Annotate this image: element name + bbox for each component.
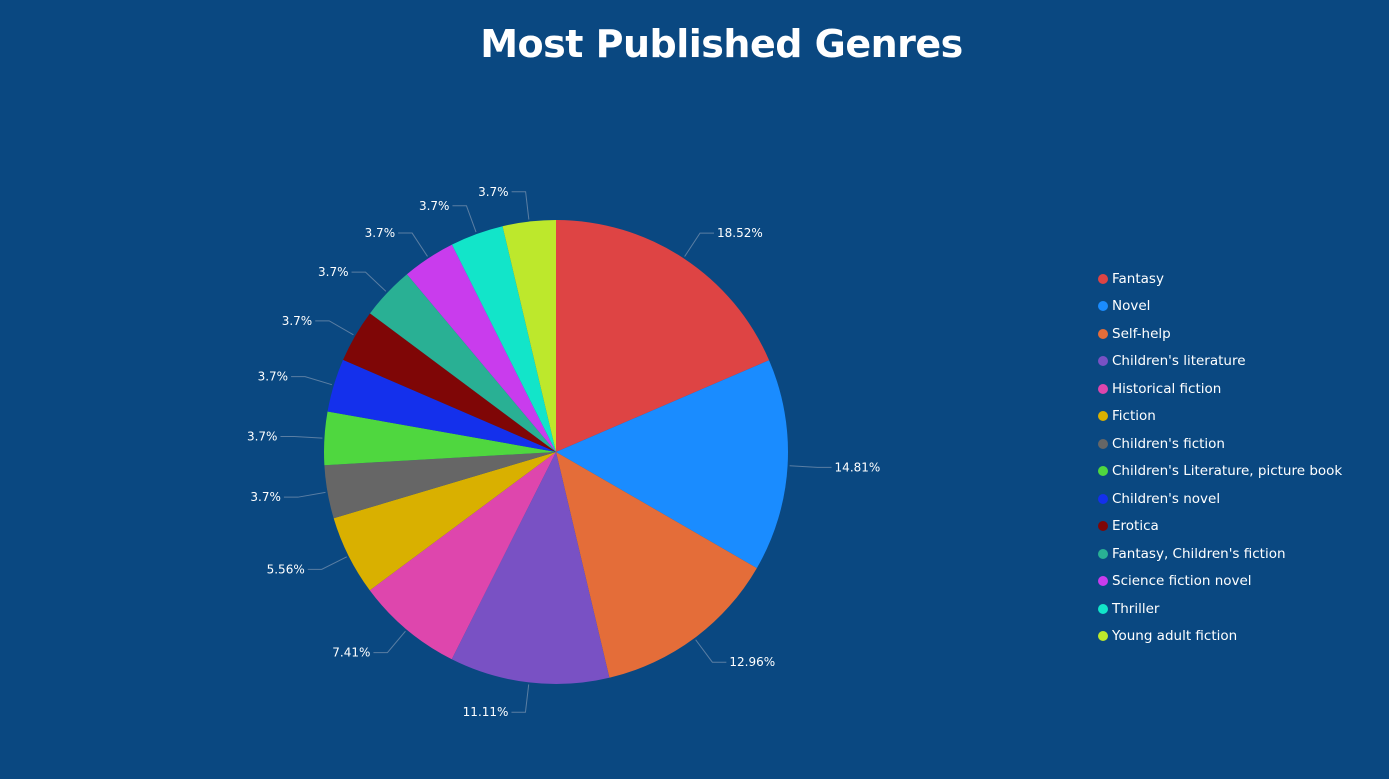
legend-label: Novel [1112,298,1151,315]
chart-legend: Fantasy Novel Self-help Children's literatu… [1098,265,1342,650]
pie-slice-5[interactable] [369,452,556,660]
chart-title: Most Published Genres [480,22,963,66]
legend-item-9[interactable]: Children's novel [1098,485,1342,513]
legend-item-1[interactable]: Fantasy [1098,265,1342,293]
pie-slice-1[interactable] [556,220,770,452]
legend-swatch-icon [1098,631,1108,642]
legend-swatch-icon [1098,356,1108,367]
data-label-13: 3.7% [419,199,450,213]
pie-slice-4[interactable] [451,452,610,684]
legend-label: Fantasy, Children's fiction [1112,545,1286,562]
data-label-3: 12.96% [729,655,775,669]
legend-swatch-icon [1098,576,1108,587]
legend-swatch-icon [1098,438,1108,449]
data-label-12: 3.7% [365,226,396,240]
legend-label: Children's fiction [1112,435,1225,452]
legend-swatch-icon [1098,328,1108,339]
leader-line-9 [291,376,333,386]
legend-label: Children's Literature, picture book [1112,463,1343,480]
legend-item-4[interactable]: Children's literature [1098,348,1342,376]
data-label-6: 5.56% [267,562,305,576]
pie-slice-13[interactable] [451,226,556,452]
pie-slice-6[interactable] [333,452,556,591]
leader-line-10 [315,320,354,336]
legend-item-8[interactable]: Children's Literature, picture book [1098,458,1342,486]
legend-label: Science fiction novel [1112,573,1252,590]
legend-label: Children's novel [1112,490,1221,507]
leader-line-3 [695,639,727,663]
pie-slice-12[interactable] [406,244,556,452]
leader-line-14 [511,191,530,220]
leader-line-12 [398,232,428,257]
pie-slice-3[interactable] [556,452,757,678]
legend-swatch-icon [1098,301,1108,312]
legend-item-2[interactable]: Novel [1098,293,1342,321]
leader-line-13 [452,205,477,233]
pie-slice-11[interactable] [369,274,556,452]
legend-item-13[interactable]: Thriller [1098,595,1342,623]
data-label-14: 3.7% [478,185,509,199]
data-label-9: 3.7% [258,370,289,384]
legend-swatch-icon [1098,521,1108,532]
data-label-5: 7.41% [332,646,370,660]
legend-item-11[interactable]: Fantasy, Children's fiction [1098,540,1342,568]
legend-item-7[interactable]: Children's fiction [1098,430,1342,458]
legend-swatch-icon [1098,603,1108,614]
legend-label: Fantasy [1112,270,1164,287]
legend-item-10[interactable]: Erotica [1098,513,1342,541]
legend-label: Fiction [1112,408,1156,425]
legend-label: Thriller [1112,600,1160,617]
data-label-11: 3.7% [318,265,349,279]
legend-label: Historical fiction [1112,380,1222,397]
legend-label: Self-help [1112,325,1171,342]
data-label-8: 3.7% [247,429,278,443]
leader-line-6 [307,556,347,570]
pie-slice-10[interactable] [343,313,556,452]
legend-swatch-icon [1098,548,1108,559]
leader-line-4 [511,684,530,713]
legend-item-14[interactable]: Young adult fiction [1098,623,1342,651]
pie-slice-7[interactable] [324,452,556,519]
legend-swatch-icon [1098,411,1108,422]
leader-line-1 [684,232,715,257]
pie-slice-9[interactable] [327,359,556,452]
pie-slice-14[interactable] [502,220,556,452]
legend-item-5[interactable]: Historical fiction [1098,375,1342,403]
legend-swatch-icon [1098,383,1108,394]
legend-item-12[interactable]: Science fiction novel [1098,568,1342,596]
data-label-10: 3.7% [282,314,313,328]
pie-slice-8[interactable] [324,411,556,466]
legend-label: Erotica [1112,518,1159,535]
data-label-1: 18.52% [717,226,763,240]
legend-item-3[interactable]: Self-help [1098,320,1342,348]
legend-label: Young adult fiction [1112,628,1238,645]
data-label-4: 11.11% [463,705,509,719]
legend-swatch-icon [1098,466,1108,477]
legend-swatch-icon [1098,273,1108,284]
data-label-7: 3.7% [250,490,281,504]
pie-slice-2[interactable] [556,360,789,569]
data-label-2: 14.81% [835,460,881,474]
leader-line-7 [283,491,326,498]
leader-line-8 [280,435,323,439]
leader-line-11 [351,271,387,292]
legend-item-6[interactable]: Fiction [1098,403,1342,431]
leader-line-5 [373,630,406,654]
legend-label: Children's literature [1112,353,1246,370]
leader-line-2 [789,465,832,468]
legend-swatch-icon [1098,493,1108,504]
